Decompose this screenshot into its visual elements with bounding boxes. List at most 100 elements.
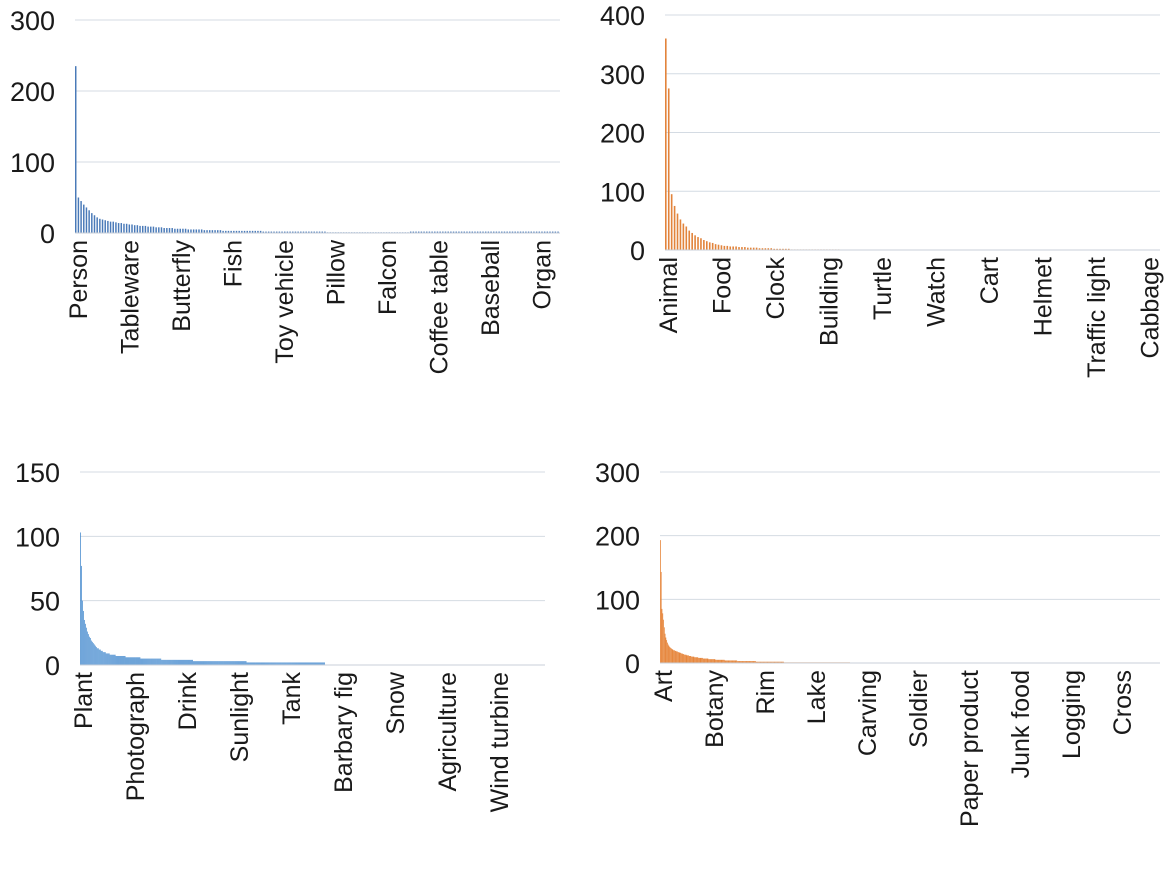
bar xyxy=(695,657,696,663)
bar xyxy=(136,225,139,233)
bar xyxy=(151,658,153,665)
bar xyxy=(752,661,754,663)
bar xyxy=(723,245,726,250)
bar xyxy=(289,231,291,233)
bar xyxy=(709,659,710,663)
bar xyxy=(284,231,286,233)
bar xyxy=(324,662,325,665)
bar xyxy=(295,662,297,665)
bar xyxy=(80,565,82,665)
bar xyxy=(187,659,188,665)
bar xyxy=(103,652,105,665)
bar xyxy=(229,661,231,665)
bar xyxy=(292,662,294,665)
bar xyxy=(519,231,522,233)
bar xyxy=(139,657,141,665)
bar xyxy=(741,247,743,250)
bar xyxy=(292,231,294,233)
bar xyxy=(767,248,770,250)
bar xyxy=(669,647,671,663)
bar xyxy=(208,661,210,665)
bar xyxy=(551,231,554,233)
bar xyxy=(193,661,194,665)
bar xyxy=(134,657,136,665)
x-tick-label: Barbary fig xyxy=(330,672,358,793)
bar xyxy=(773,248,775,250)
bar xyxy=(720,659,722,663)
bar xyxy=(714,659,716,663)
bar xyxy=(90,640,92,665)
bar xyxy=(189,659,190,665)
bar xyxy=(682,223,685,250)
bar xyxy=(249,662,251,665)
bar xyxy=(759,661,761,663)
bar xyxy=(93,215,96,233)
bar xyxy=(554,231,557,233)
bar xyxy=(670,194,673,250)
chart-4: 0 100 200 300 Art Botany Rim Lake Carving Soldier… xyxy=(595,458,1160,827)
bar xyxy=(246,230,248,233)
bar xyxy=(216,661,218,665)
bar xyxy=(677,651,678,663)
bar xyxy=(538,231,541,233)
y-tick-label: 400 xyxy=(600,1,645,31)
bar xyxy=(699,657,701,663)
bar xyxy=(211,661,213,665)
bar xyxy=(676,651,678,663)
bar xyxy=(278,231,281,233)
bar xyxy=(308,231,310,233)
x-tick-label: Soldier xyxy=(905,670,933,748)
bar xyxy=(286,662,288,665)
bar xyxy=(495,231,498,233)
bar xyxy=(711,659,713,663)
bar xyxy=(447,231,449,233)
bar xyxy=(120,223,123,233)
chart-2: 0 100 200 300 400 Animal Food Clock Building Turt… xyxy=(600,1,1165,378)
bar xyxy=(186,659,187,665)
bar xyxy=(762,661,763,663)
x-tick-label: Wind turbine xyxy=(486,672,514,812)
bar xyxy=(514,231,516,233)
bar xyxy=(266,662,268,665)
bar xyxy=(670,647,671,663)
x-tick-label: Junk food xyxy=(1007,670,1035,778)
bar xyxy=(734,660,736,663)
bar xyxy=(282,662,284,665)
bar xyxy=(715,659,717,663)
bar xyxy=(225,230,227,233)
bar xyxy=(517,231,519,233)
bar xyxy=(482,231,484,233)
bar xyxy=(737,661,738,663)
x-tick-label: Lake xyxy=(803,670,831,724)
x-tick-label: Person xyxy=(65,240,93,319)
bar xyxy=(88,210,90,233)
bar xyxy=(125,657,127,665)
bar xyxy=(685,226,688,250)
bar xyxy=(667,642,668,663)
bar xyxy=(184,659,185,665)
bar xyxy=(131,657,133,665)
bar xyxy=(241,661,243,665)
bar xyxy=(89,637,91,665)
bar xyxy=(171,228,173,233)
bar xyxy=(773,661,775,663)
y-tick-label: 0 xyxy=(630,236,645,266)
bar xyxy=(107,653,109,665)
bar xyxy=(270,662,272,665)
bar xyxy=(283,662,285,665)
bar xyxy=(762,661,764,663)
bar xyxy=(675,650,677,663)
bar xyxy=(147,226,149,233)
bar xyxy=(778,661,780,663)
y-tick-label: 150 xyxy=(15,458,60,488)
bar xyxy=(176,228,179,233)
bar xyxy=(179,659,180,665)
bar xyxy=(142,658,144,665)
bar xyxy=(688,230,691,250)
bar xyxy=(217,661,219,665)
bar xyxy=(85,627,87,665)
x-tick-label: Falcon xyxy=(374,240,402,315)
x-tick-label: Helmet xyxy=(1030,257,1058,336)
bar xyxy=(304,662,305,665)
bar xyxy=(417,231,420,233)
